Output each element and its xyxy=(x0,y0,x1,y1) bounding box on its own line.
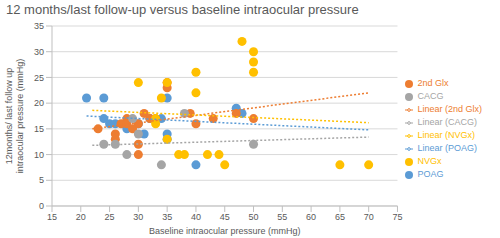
svg-text:35: 35 xyxy=(162,212,172,222)
svg-text:0: 0 xyxy=(39,201,44,211)
svg-text:15: 15 xyxy=(47,212,57,222)
svg-text:35: 35 xyxy=(34,21,44,31)
svg-text:55: 55 xyxy=(277,212,287,222)
svg-text:30: 30 xyxy=(133,212,143,222)
svg-text:70: 70 xyxy=(364,212,374,222)
svg-text:5: 5 xyxy=(39,175,44,185)
html-text:2nd Glx: 2nd Glx xyxy=(417,78,449,88)
svg-text:20: 20 xyxy=(34,98,44,108)
svg-text:60: 60 xyxy=(306,212,316,222)
svg-text:25: 25 xyxy=(34,73,44,83)
html-text:CACG: CACG xyxy=(417,91,444,101)
svg-text:20: 20 xyxy=(76,212,86,222)
svg-text:40: 40 xyxy=(191,212,201,222)
html-text:Linear (POAG): Linear (POAG) xyxy=(417,143,477,153)
svg-text:Baseline intraocular pressure: Baseline intraocular pressure (mmHg) xyxy=(149,226,301,236)
html-text:Linear (2nd Glx): Linear (2nd Glx) xyxy=(417,104,482,114)
svg-text:30: 30 xyxy=(34,47,44,57)
svg-text:75: 75 xyxy=(392,212,402,222)
svg-text:50: 50 xyxy=(249,212,259,222)
svg-text:10: 10 xyxy=(34,150,44,160)
html-text:Linear (NVGx): Linear (NVGx) xyxy=(417,130,475,140)
svg-text:25: 25 xyxy=(105,212,115,222)
html-text:12 months/last follow-up versu: 12 months/last follow-up versus baseline… xyxy=(6,2,359,17)
svg-text:15: 15 xyxy=(34,124,44,134)
html-text:NVGx: NVGx xyxy=(417,156,442,166)
html-text:POAG: POAG xyxy=(417,169,444,179)
html-text:Linear (CACG): Linear (CACG) xyxy=(417,117,477,127)
svg-text:45: 45 xyxy=(220,212,230,222)
svg-text:65: 65 xyxy=(335,212,345,222)
svg-text:12months/ last follow upintrao: 12months/ last follow upintraocular pres… xyxy=(8,59,25,174)
